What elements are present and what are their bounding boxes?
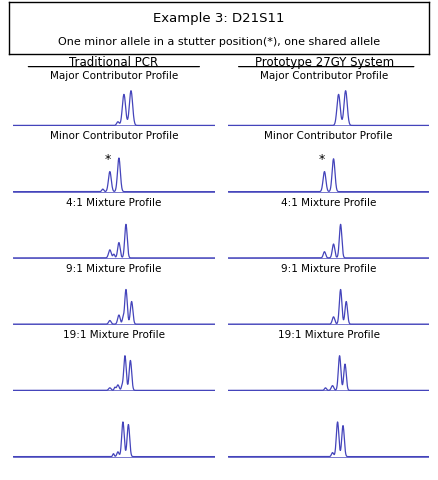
- Text: 9:1 Mixture Profile: 9:1 Mixture Profile: [66, 264, 162, 274]
- Text: Traditional PCR: Traditional PCR: [69, 56, 159, 69]
- Text: 19:1 Mixture Profile: 19:1 Mixture Profile: [278, 330, 379, 340]
- Text: 9:1 Mixture Profile: 9:1 Mixture Profile: [281, 264, 376, 274]
- Text: One minor allele in a stutter position(*), one shared allele: One minor allele in a stutter position(*…: [58, 37, 380, 48]
- Text: Example 3: D21S11: Example 3: D21S11: [153, 12, 285, 25]
- Text: *: *: [104, 153, 110, 166]
- Text: *: *: [319, 153, 325, 166]
- Text: Major Contributor Profile: Major Contributor Profile: [260, 71, 388, 81]
- Text: Minor Contributor Profile: Minor Contributor Profile: [49, 132, 178, 142]
- Text: Major Contributor Profile: Major Contributor Profile: [50, 71, 178, 81]
- Text: Prototype 27GY System: Prototype 27GY System: [254, 56, 394, 69]
- Text: 4:1 Mixture Profile: 4:1 Mixture Profile: [281, 198, 376, 208]
- Text: Minor Contributor Profile: Minor Contributor Profile: [264, 132, 393, 142]
- Text: 19:1 Mixture Profile: 19:1 Mixture Profile: [63, 330, 165, 340]
- Text: 4:1 Mixture Profile: 4:1 Mixture Profile: [66, 198, 162, 208]
